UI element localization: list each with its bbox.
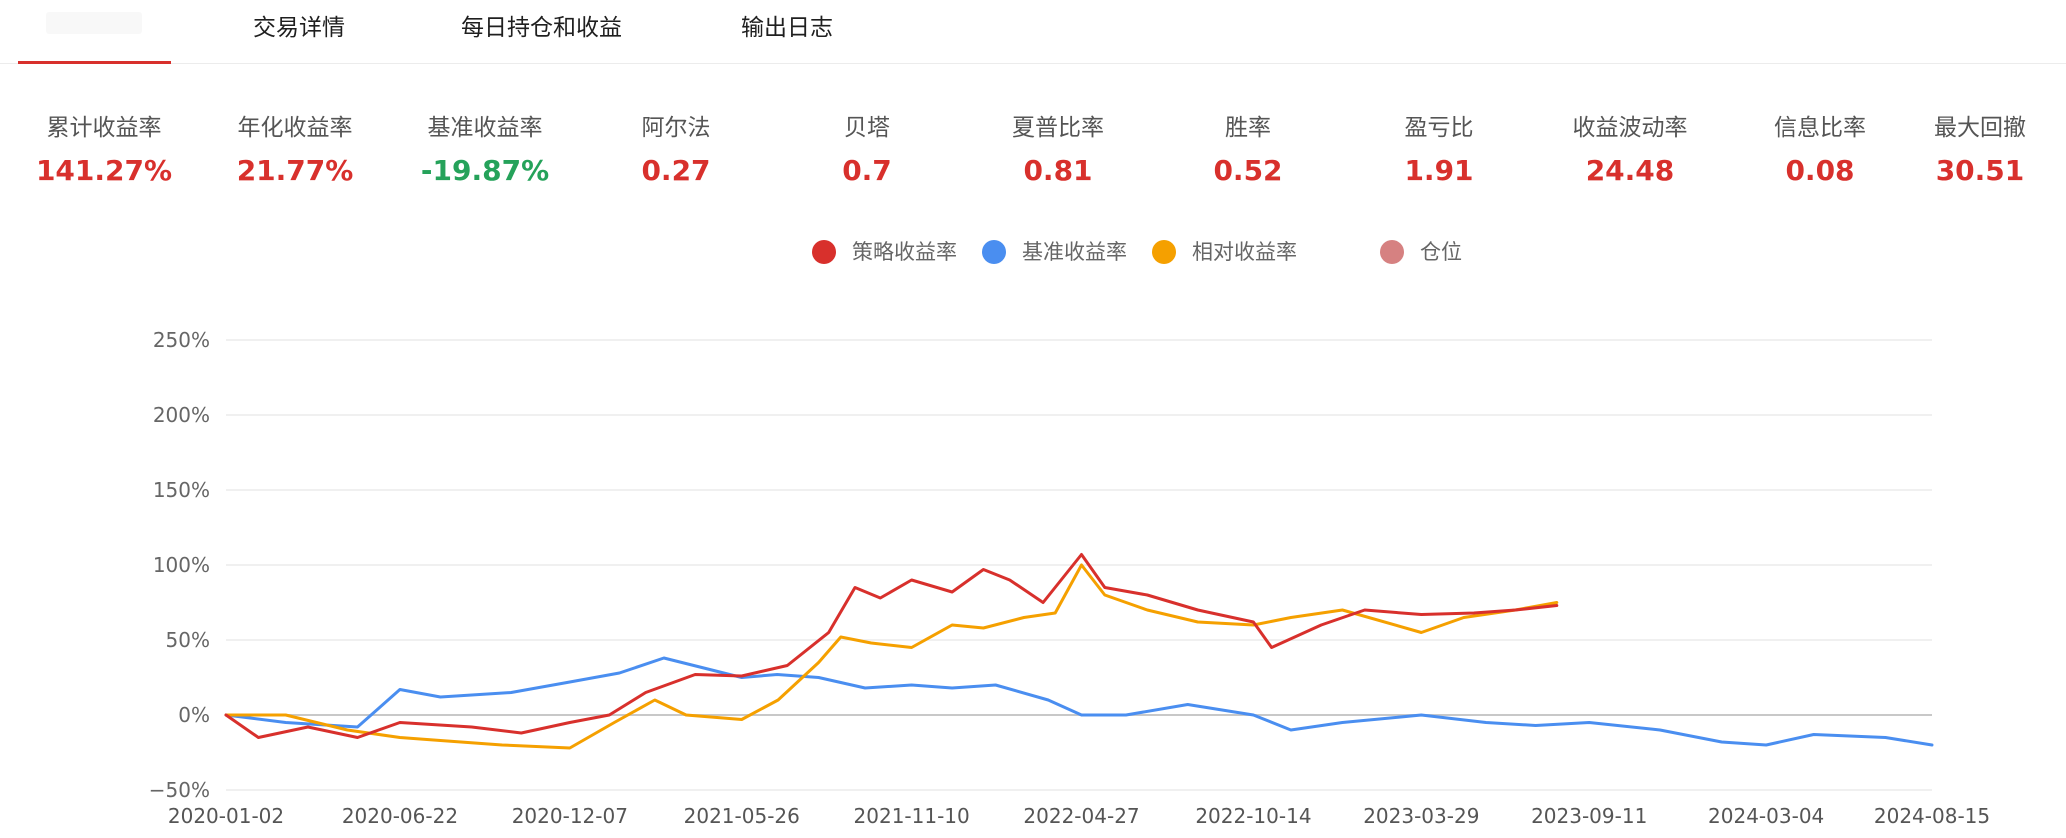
metric-label: 最大回撤 <box>1934 115 2026 141</box>
legend-dot-icon <box>982 240 1006 264</box>
legend-label: 策略收益率 <box>852 240 957 264</box>
metric-information-ratio: 信息比率 0.08 <box>1735 108 1905 194</box>
x-tick-label: 2022-04-27 <box>1023 804 1139 828</box>
x-tick-label: 2020-01-02 <box>168 804 284 828</box>
x-tick-label: 2023-09-11 <box>1531 804 1647 828</box>
metric-cumulative-return: 累计收益率 141.27% <box>19 108 189 194</box>
metrics-row: 累计收益率 141.27% 年化收益率 21.77% 基准收益率 -19.87%… <box>0 108 2066 204</box>
y-tick-label: 250% <box>153 328 210 352</box>
y-tick-label: 200% <box>153 403 210 427</box>
metric-label: 信息比率 <box>1774 115 1866 141</box>
metric-label: 基准收益率 <box>427 115 543 141</box>
series-line-1 <box>224 656 1934 747</box>
x-tick-label: 2022-10-14 <box>1195 804 1311 828</box>
x-tick-label: 2020-12-07 <box>512 804 628 828</box>
tab-trade-details[interactable]: 交易详情 <box>253 15 345 41</box>
metric-label: 胜率 <box>1225 115 1271 141</box>
series-line-2 <box>224 563 1559 750</box>
metric-value: 0.81 <box>1023 154 1093 187</box>
metric-value: 0.52 <box>1213 154 1283 187</box>
x-tick-label: 2024-03-04 <box>1708 804 1824 828</box>
metric-value: 21.77% <box>236 154 354 187</box>
metric-profit-loss-ratio: 盈亏比 1.91 <box>1354 108 1524 194</box>
metric-max-drawdown: 最大回撤 30.51 <box>1895 108 2065 194</box>
metric-label: 收益波动率 <box>1572 115 1688 141</box>
metric-value: 24.48 <box>1585 154 1675 187</box>
metric-value: 0.08 <box>1785 154 1855 187</box>
legend-label: 相对收益率 <box>1192 240 1297 264</box>
x-tick-label: 2024-08-15 <box>1874 804 1990 828</box>
metric-label: 累计收益率 <box>46 115 162 141</box>
chart-legend: 策略收益率 基准收益率 相对收益率 仓位 <box>0 232 2066 272</box>
x-tick-label: 2021-05-26 <box>684 804 800 828</box>
metric-value: -19.87% <box>420 154 550 187</box>
x-tick-label: 2020-06-22 <box>342 804 458 828</box>
x-tick-label: 2021-11-10 <box>854 804 970 828</box>
tab-output-log[interactable]: 输出日志 <box>741 15 833 41</box>
metric-label: 年化收益率 <box>237 115 353 141</box>
tab-active[interactable] <box>46 12 142 34</box>
tab-bar: 交易详情 每日持仓和收益 输出日志 <box>0 0 2066 64</box>
series-line-0 <box>224 553 1559 739</box>
metric-alpha: 阿尔法 0.27 <box>591 108 761 194</box>
metric-sharpe: 夏普比率 0.81 <box>973 108 1143 194</box>
returns-line-chart: −50% 0% 50% 100% 150% 200% 250% 2020-01-02 2020-… <box>149 328 1990 828</box>
metric-value: 0.27 <box>641 154 711 187</box>
y-tick-label: −50% <box>149 778 210 802</box>
metric-value: 1.91 <box>1404 154 1474 187</box>
metric-label: 贝塔 <box>844 115 890 141</box>
legend-dot-icon <box>1152 240 1176 264</box>
legend-dot-icon <box>1380 240 1404 264</box>
metric-win-rate: 胜率 0.52 <box>1163 108 1333 194</box>
legend-label: 仓位 <box>1420 240 1462 264</box>
metric-label: 夏普比率 <box>1012 115 1104 141</box>
metric-volatility: 收益波动率 24.48 <box>1545 108 1715 194</box>
x-tick-label: 2023-03-29 <box>1363 804 1479 828</box>
metric-label: 盈亏比 <box>1404 115 1474 141</box>
legend-label: 基准收益率 <box>1022 240 1127 264</box>
tab-daily-positions[interactable]: 每日持仓和收益 <box>461 15 622 41</box>
y-tick-label: 150% <box>153 478 210 502</box>
metric-annual-return: 年化收益率 21.77% <box>210 108 380 194</box>
metric-value: 0.7 <box>842 154 892 187</box>
y-tick-label: 0% <box>178 703 210 727</box>
y-tick-label: 50% <box>166 628 210 652</box>
metric-label: 阿尔法 <box>641 115 711 141</box>
y-tick-label: 100% <box>153 553 210 577</box>
metric-value: 30.51 <box>1935 154 2025 187</box>
metric-value: 141.27% <box>35 154 173 187</box>
active-tab-indicator <box>18 61 171 64</box>
legend-dot-icon <box>812 240 836 264</box>
metric-beta: 贝塔 0.7 <box>782 108 952 194</box>
metric-benchmark-return: 基准收益率 -19.87% <box>400 108 570 194</box>
